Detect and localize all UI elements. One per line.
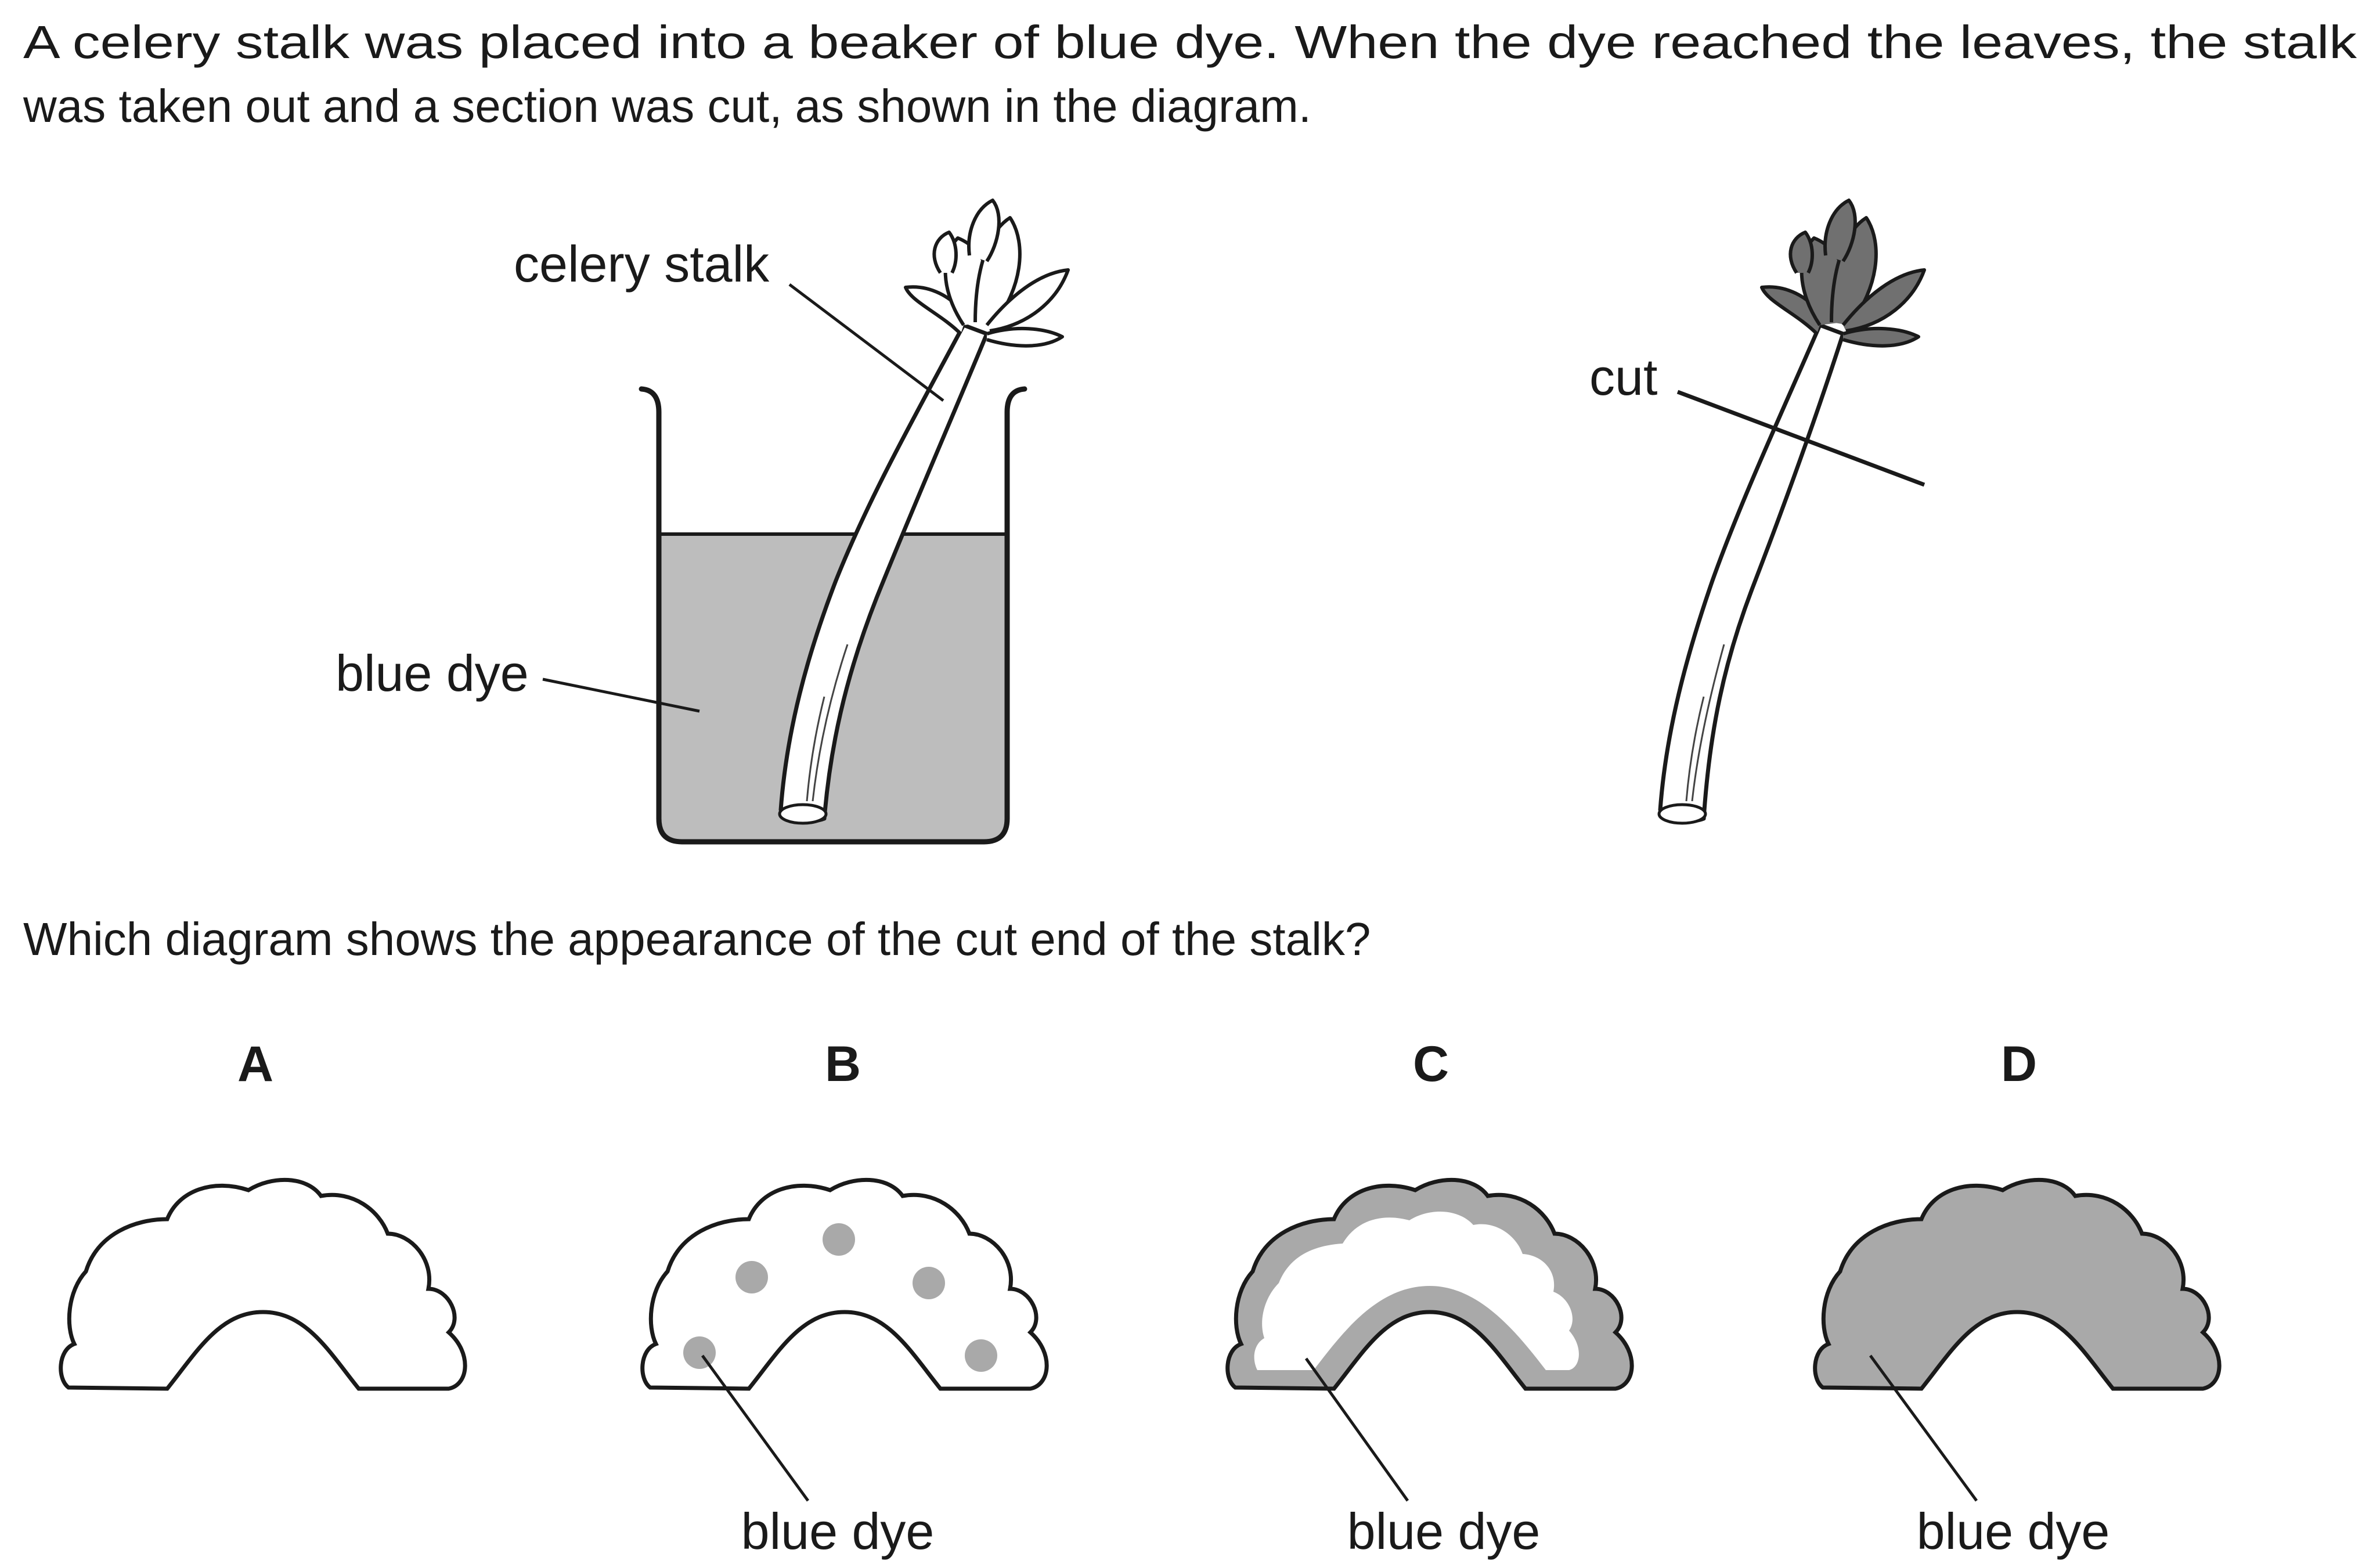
dye-dot — [683, 1336, 716, 1369]
leader-blue-dye-beaker — [542, 678, 700, 713]
caption-option-c: blue dye — [1347, 1502, 1541, 1560]
dye-dot — [823, 1223, 855, 1256]
question-prompt: Which diagram shows the appearance of th… — [23, 913, 1371, 965]
celery-stalk-in-beaker — [778, 199, 1070, 825]
option-b-section — [643, 1180, 1047, 1389]
dye-dot — [965, 1339, 997, 1372]
leader-celery-stalk — [788, 283, 944, 402]
option-a-section — [61, 1180, 465, 1389]
option-letter-c: C — [1413, 1036, 1449, 1092]
cut-line — [1676, 390, 1925, 487]
beaker-diagram — [639, 199, 1070, 845]
caption-option-d: blue dye — [1917, 1502, 2110, 1560]
leader-option-d — [1869, 1354, 1978, 1502]
leader-option-c — [1304, 1357, 1409, 1502]
option-letter-d: D — [2001, 1036, 2037, 1092]
option-c-section — [1228, 1180, 1632, 1389]
question-line-1: A celery stalk was placed into a beaker … — [23, 16, 2357, 68]
beaker-outline — [639, 386, 1027, 845]
dye-dot — [735, 1261, 768, 1293]
option-letter-b: B — [825, 1036, 861, 1092]
label-cut: cut — [1589, 348, 1657, 406]
label-blue-dye-beaker: blue dye — [336, 644, 529, 702]
caption-option-b: blue dye — [741, 1502, 935, 1560]
label-celery-stalk: celery stalk — [514, 235, 770, 293]
cut-stalk-diagram — [1657, 199, 1926, 825]
dye-dot — [913, 1267, 945, 1299]
option-d-section — [1815, 1180, 2219, 1389]
option-letter-a: A — [237, 1036, 273, 1092]
question-line-2: was taken out and a section was cut, as … — [23, 80, 1311, 132]
leader-option-b — [701, 1354, 810, 1502]
